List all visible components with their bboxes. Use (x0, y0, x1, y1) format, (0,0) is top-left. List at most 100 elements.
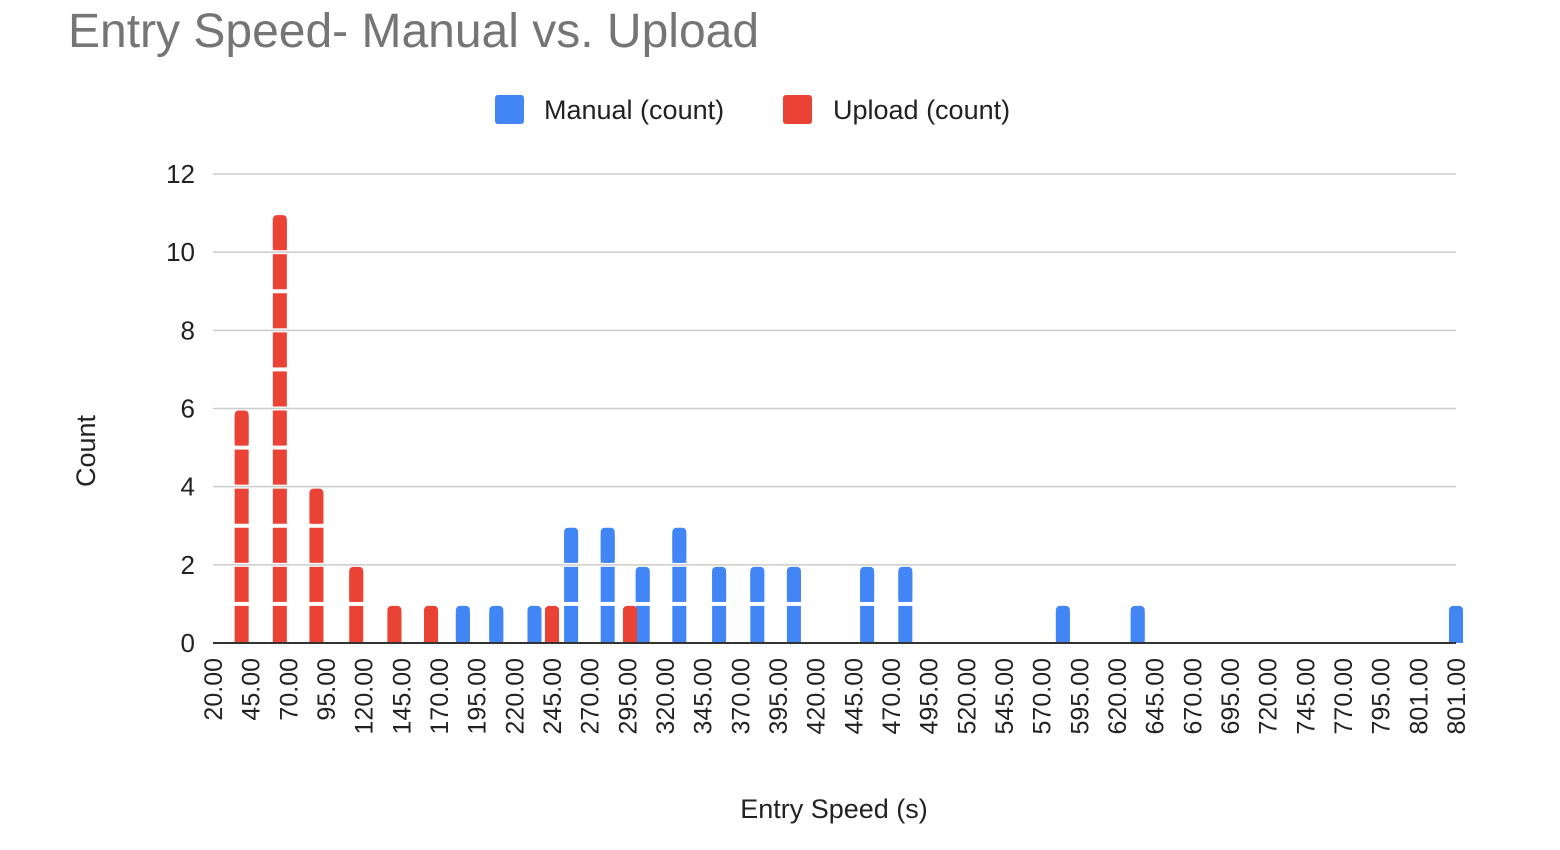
x-tick-label: 670.00 (1179, 658, 1207, 734)
y-tick-label: 10 (166, 237, 195, 267)
y-axis-ticks: 0 2 4 6 8 10 12 (166, 159, 195, 658)
x-axis-title: Entry Speed (s) (740, 794, 928, 824)
bars (234, 215, 1463, 643)
x-tick-label: 270.00 (577, 658, 605, 734)
bar-upload (424, 605, 439, 643)
bar-segment-fill-upload (545, 611, 559, 643)
bar-segment-fill-upload (272, 221, 287, 251)
bar-segment-manual (750, 605, 765, 643)
bar-upload (309, 488, 324, 643)
legend-label-upload: Upload (count) (833, 95, 1010, 125)
bar-segment-fill-manual (898, 572, 913, 602)
y-axis-title: Count (71, 414, 101, 487)
x-tick-label: 595.00 (1066, 658, 1094, 734)
bar-segment-fill-manual (750, 572, 765, 602)
bar-segment-manual (672, 566, 687, 602)
x-tick-label: 770.00 (1330, 658, 1358, 734)
bar-manual (527, 605, 542, 643)
x-tick-label: 795.00 (1368, 658, 1396, 734)
bar-segment-fill-upload (309, 494, 324, 524)
x-tick-label: 70.00 (275, 658, 303, 721)
bar-segment-fill-manual (600, 533, 615, 563)
bar-segment-manual (898, 605, 913, 643)
bar-manual (600, 527, 615, 643)
bar-segment-upload (272, 254, 287, 290)
bar-segment-fill-manual (712, 572, 727, 602)
x-tick-label: 345.00 (690, 658, 718, 734)
bar-segment-upload (309, 566, 324, 602)
bar-manual (750, 566, 765, 643)
bar-segment-manual (635, 605, 650, 643)
bar-segment-upload (272, 488, 287, 524)
bar-segment-upload (272, 449, 287, 485)
y-tick-label: 8 (181, 315, 195, 345)
bar-segment-upload (234, 488, 249, 524)
bar-segment-upload (349, 605, 364, 643)
bar-segment-upload (309, 605, 324, 643)
bar-segment-fill-manual (635, 572, 650, 602)
bar-upload (387, 605, 402, 643)
bar-segment-fill-manual (786, 572, 801, 602)
bar-segment-upload (234, 566, 249, 602)
x-tick-label: 395.00 (765, 658, 793, 734)
bar-segment-upload (272, 566, 287, 602)
bar-segment-fill-upload (622, 611, 637, 643)
x-tick-label: 470.00 (878, 658, 906, 734)
bar-segment-fill-manual (1055, 611, 1070, 643)
bar-segment-fill-manual (455, 611, 470, 643)
bar-segment-upload (272, 410, 287, 446)
x-tick-label: 20.00 (200, 658, 228, 721)
legend-swatch-upload (783, 95, 812, 124)
bar-manual (786, 566, 801, 643)
bar-segment-fill-manual (489, 611, 504, 643)
legend-label-manual: Manual (count) (544, 95, 724, 125)
bar-segment-upload (234, 449, 249, 485)
bar-manual (860, 566, 875, 643)
x-axis-ticks: 20.00 45.00 70.00 95.00 120.00 145.00 170.00 19… (200, 658, 1471, 734)
x-tick-label: 295.00 (614, 658, 642, 734)
bar-upload (349, 566, 364, 643)
bar-manual (564, 527, 579, 643)
bar-segment-fill-upload (387, 611, 402, 643)
bar-manual (455, 605, 470, 643)
y-tick-label: 4 (181, 472, 195, 502)
x-tick-label: 620.00 (1104, 658, 1132, 734)
bar-segment-upload (272, 605, 287, 643)
bar-manual (898, 566, 913, 643)
x-tick-label: 570.00 (1029, 658, 1057, 734)
bar-manual (635, 566, 650, 643)
x-tick-label: 245.00 (539, 658, 567, 734)
bar-segment-upload (272, 332, 287, 368)
bar-segment-manual (600, 566, 615, 602)
x-tick-label: 95.00 (313, 658, 341, 721)
bar-segment-upload (272, 371, 287, 407)
x-tick-label: 520.00 (953, 658, 981, 734)
x-tick-label: 420.00 (803, 658, 831, 734)
bar-segment-fill-manual (1130, 611, 1145, 643)
bar-segment-fill-upload (234, 416, 249, 446)
bar-manual (672, 527, 687, 643)
legend: Manual (count) Upload (count) (495, 95, 1010, 125)
x-tick-label: 120.00 (351, 658, 379, 734)
bar-segment-manual (786, 605, 801, 643)
bar-segment-fill-manual (1449, 611, 1463, 643)
bar-segment-manual (600, 605, 615, 643)
bar-upload (234, 410, 249, 643)
x-tick-label: 720.00 (1255, 658, 1283, 734)
x-tick-label: 445.00 (840, 658, 868, 734)
x-tick-label: 801.00 (1405, 658, 1433, 734)
x-tick-label: 495.00 (916, 658, 944, 734)
bar-segment-upload (309, 527, 324, 563)
y-tick-label: 6 (181, 394, 195, 424)
bar-segment-fill-manual (672, 533, 687, 563)
x-tick-label: 170.00 (426, 658, 454, 734)
x-tick-label: 220.00 (501, 658, 529, 734)
bar-upload (272, 215, 287, 643)
x-tick-label: 695.00 (1217, 658, 1245, 734)
gridlines (213, 173, 1456, 566)
x-tick-label: 195.00 (464, 658, 492, 734)
bar-manual (1055, 605, 1070, 643)
bar-segment-fill-manual (860, 572, 875, 602)
bar-manual (712, 566, 727, 643)
